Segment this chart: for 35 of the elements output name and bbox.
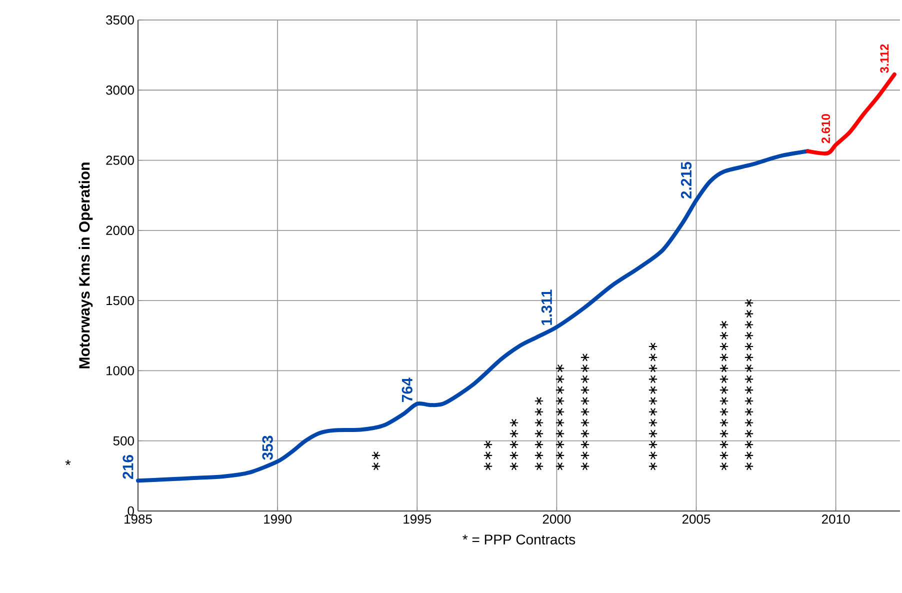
y-tick-label: 1000 [106, 366, 134, 376]
annotation: ∗∗∗∗∗∗∗∗∗∗ [556, 364, 564, 470]
x-tick-label: 1990 [264, 514, 292, 524]
y-tick-label: 3000 [106, 86, 134, 95]
line-series [136, 149, 810, 483]
data-label: 764 [402, 378, 412, 402]
x-tick-label: 2005 [682, 514, 710, 524]
data-label: 353 [262, 436, 273, 460]
text: * [65, 460, 71, 466]
x-tick-label: 1995 [404, 514, 432, 524]
x-tick-label: 2010 [822, 514, 850, 524]
data-label: 216 [122, 455, 134, 479]
data-label: 2.610 [822, 114, 830, 144]
annotation: ∗∗∗ [484, 440, 492, 470]
y-tick-label: 2000 [106, 226, 134, 236]
y-tick-label: 500 [113, 436, 134, 446]
y-tick-label: 3500 [106, 15, 134, 25]
annotation: ∗∗∗∗∗ [510, 418, 518, 470]
x-tick-label: 2000 [542, 514, 571, 524]
x-axis-title: * = PPP Contracts [462, 534, 576, 545]
annotation: ∗∗∗∗∗∗∗∗∗∗∗ [580, 354, 590, 470]
y-tick-label: 2500 [106, 156, 134, 165]
y-tick-label: 0 [128, 506, 134, 516]
annotation: ∗∗∗∗∗∗∗∗∗∗∗∗∗∗ [720, 320, 728, 470]
x-tick-label: 1985 [124, 514, 152, 524]
annotation: ∗∗∗∗∗∗∗∗∗∗∗∗ [648, 342, 658, 470]
data-label: 2.215 [680, 162, 692, 199]
annotation: ∗∗∗∗∗∗∗ [534, 397, 544, 470]
data-label: 1.311 [541, 290, 552, 325]
data-label: 3.112 [880, 44, 889, 73]
y-tick-label: 1500 [106, 296, 134, 306]
line-series [806, 72, 896, 156]
annotation: ∗∗ [372, 452, 380, 470]
y-axis-title: Motorways Kms in Operation [78, 162, 93, 368]
annotation: ∗∗∗∗∗∗∗∗∗∗∗∗∗∗∗∗ [744, 299, 754, 470]
